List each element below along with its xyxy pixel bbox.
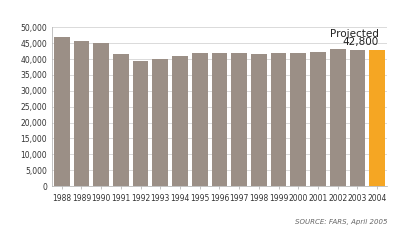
Bar — [133, 61, 148, 186]
Bar — [73, 41, 89, 186]
Bar — [172, 57, 188, 186]
Bar — [54, 37, 69, 186]
Text: SOURCE: FARS, April 2005: SOURCE: FARS, April 2005 — [294, 219, 387, 225]
Bar — [290, 53, 306, 186]
Bar — [251, 54, 267, 186]
Bar — [271, 53, 286, 186]
Bar — [310, 52, 326, 186]
Bar — [192, 53, 207, 186]
Text: 42,800: 42,800 — [343, 37, 379, 47]
Bar — [350, 50, 365, 186]
Bar — [152, 59, 168, 186]
Bar — [330, 49, 346, 186]
Bar — [369, 50, 385, 186]
Bar — [113, 54, 129, 186]
Text: Projected: Projected — [330, 29, 379, 39]
Bar — [93, 43, 109, 186]
Bar — [211, 53, 227, 186]
Bar — [231, 53, 247, 186]
